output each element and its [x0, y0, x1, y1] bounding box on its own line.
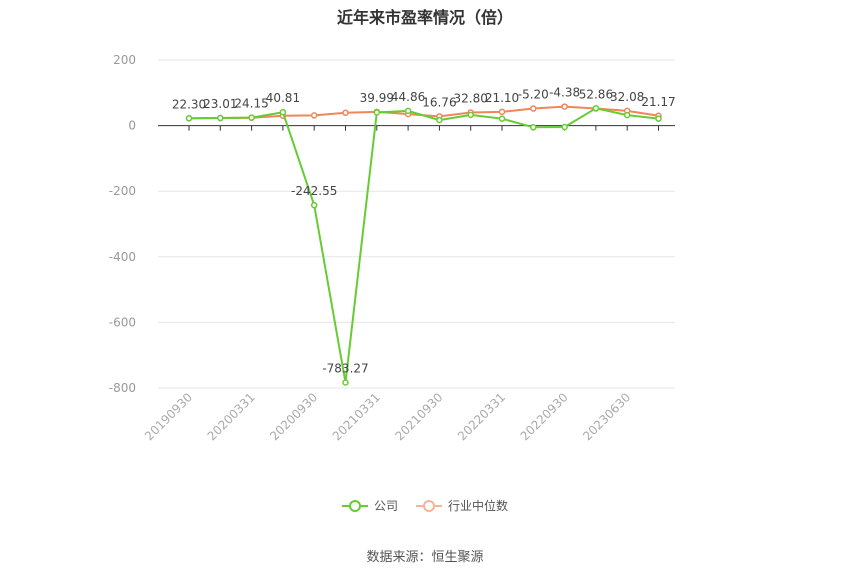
point-company	[404, 107, 412, 115]
series-layer	[185, 103, 662, 386]
x-tick-label: 20230630	[580, 390, 633, 443]
point-company	[279, 108, 287, 116]
point-company	[655, 115, 662, 122]
point-industry-median	[530, 105, 537, 112]
data-label-company: 44.86	[391, 90, 425, 104]
point-industry-median	[498, 108, 506, 116]
y-tick-label: 0	[128, 119, 136, 133]
data-label-company: 32.80	[454, 91, 488, 105]
point-company	[498, 115, 506, 122]
legend-swatch-company	[341, 499, 368, 512]
x-tick-label: 20210331	[330, 390, 383, 443]
data-label-company: 24.15	[234, 97, 268, 111]
data-label-company: 22.30	[172, 97, 206, 111]
legend-item-industry-median[interactable]: 行业中位数	[416, 497, 508, 514]
x-tick-label: 20220331	[455, 390, 508, 443]
point-company	[373, 109, 381, 116]
point-company	[310, 201, 318, 209]
y-tick-label: -200	[109, 184, 136, 198]
data-label-company: -4.38	[549, 86, 580, 100]
point-company	[467, 111, 474, 119]
point-company	[530, 124, 537, 131]
point-industry-median	[310, 112, 318, 119]
legend-swatch-industry-median	[416, 499, 442, 512]
point-company	[248, 114, 255, 121]
x-tick-label: 20210930	[392, 390, 445, 443]
data-source-note: 数据来源：恒生聚源	[366, 550, 484, 565]
legend-item-company[interactable]: 公司	[341, 497, 398, 514]
data-label-company: 32.08	[610, 90, 644, 104]
y-tick-label: 200	[113, 53, 136, 67]
point-company	[217, 114, 224, 122]
data-label-company: 21.17	[641, 95, 675, 109]
point-company	[436, 116, 443, 124]
data-label-company: 21.10	[485, 91, 519, 105]
y-tick-label: -400	[109, 250, 136, 264]
x-tick-label: 20200930	[267, 390, 320, 443]
point-company	[561, 123, 568, 131]
point-company	[185, 115, 193, 122]
data-label-company: 39.99	[360, 91, 394, 105]
y-tick-label: -800	[109, 381, 136, 395]
series-line-company	[188, 107, 659, 383]
point-company	[623, 111, 631, 119]
data-label-company: 16.76	[422, 95, 456, 109]
legend-label-company: 公司	[373, 499, 398, 513]
legend-label-industry-median: 行业中位数	[448, 499, 509, 513]
chart-title: 近年来市盈率情况（倍）	[336, 8, 513, 27]
x-tick-label: 20190930	[142, 390, 195, 443]
data-label-company: 23.01	[203, 97, 237, 111]
data-label-company: 52.86	[579, 87, 613, 101]
grid-layer	[158, 59, 675, 389]
point-company	[342, 379, 349, 386]
point-company	[592, 105, 600, 112]
data-label-company: -783.27	[322, 362, 368, 376]
point-industry-median	[561, 103, 568, 110]
x-tick-label: 20220930	[518, 390, 571, 443]
data-label-company: -5.20	[518, 88, 549, 102]
y-tick-label: -600	[109, 315, 136, 329]
data-label-company: 40.81	[266, 91, 300, 105]
point-industry-median	[342, 109, 349, 117]
x-tick-label: 20200331	[205, 390, 258, 443]
data-label-company: -242.55	[291, 184, 337, 198]
legend: 公司 行业中位数	[0, 497, 850, 514]
